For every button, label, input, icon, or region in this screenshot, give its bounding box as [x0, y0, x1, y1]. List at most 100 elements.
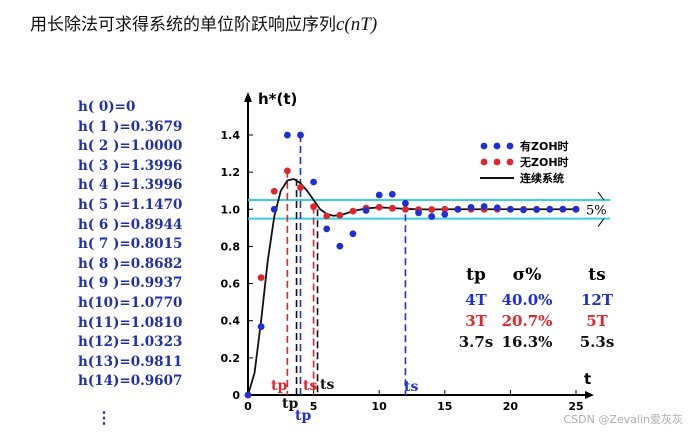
metrics-cell: 16.3%	[502, 333, 553, 351]
metrics-cell: 5.3s	[580, 333, 615, 351]
data-point	[283, 167, 291, 175]
page-title: 用长除法可求得系统的单位阶跃响应序列c(nT)	[30, 10, 377, 36]
x-axis-label: t	[584, 370, 591, 388]
sample-value-item: h( 7 )=0.8015	[78, 236, 183, 253]
sample-value-item: h(14)=0.9607	[78, 373, 183, 390]
data-point	[402, 199, 409, 207]
y-tick-label: 0.4	[221, 315, 241, 328]
y-tick-label: 1.4	[221, 129, 241, 142]
data-point	[323, 225, 331, 233]
sample-value-item: h(11)=1.0810	[78, 314, 183, 331]
data-point	[572, 205, 580, 213]
data-point	[375, 203, 383, 211]
data-point	[310, 203, 317, 211]
metrics-cell: 12T	[581, 291, 614, 309]
x-tick-label: 5	[310, 400, 318, 413]
y-axis-label: h*(t)	[258, 90, 297, 108]
x-tick-label: 25	[568, 400, 583, 413]
data-point	[493, 204, 501, 212]
metrics-cell: 5T	[586, 312, 608, 330]
sample-value-item: h(10)=1.0770	[78, 294, 183, 311]
x-tick-label: 10	[372, 400, 388, 413]
data-point	[388, 204, 396, 212]
data-point	[362, 207, 370, 214]
sample-values-list: h( 0)=0 h( 1 )=0.3679 h( 2 )=1.0000 h( 3 )=…	[78, 98, 182, 392]
legend-entry: 有ZOH时	[520, 139, 569, 153]
y-tick-label: 1.0	[221, 203, 241, 216]
marker-label-tp: tp	[282, 396, 298, 412]
sample-value-item: h( 3 )=1.3996	[78, 157, 183, 174]
data-point	[428, 206, 436, 213]
data-point	[257, 323, 265, 331]
metrics-cell: 3T	[465, 312, 487, 330]
data-point	[454, 205, 462, 213]
marker-label-tp: tp	[271, 378, 287, 394]
tolerance-band-label: 5%	[586, 203, 607, 218]
tolerance-band-bracket	[597, 191, 605, 227]
metrics-header-1: σ%	[513, 265, 542, 285]
data-point	[349, 230, 357, 238]
data-point	[507, 205, 514, 213]
x-tick-label: 15	[437, 400, 452, 413]
data-point	[559, 205, 567, 213]
legend-marker	[506, 158, 514, 166]
data-point	[336, 211, 344, 219]
legend-marker	[493, 158, 501, 166]
sample-value-item: h( 0)=0	[78, 99, 136, 115]
data-point	[283, 131, 291, 139]
metrics-cell: 20.7%	[502, 312, 553, 330]
metrics-cell: 3.7s	[459, 333, 494, 351]
data-point	[375, 191, 383, 199]
data-point	[336, 242, 344, 250]
data-point	[520, 206, 527, 214]
y-axis-arrow	[244, 92, 252, 102]
data-point	[533, 206, 541, 214]
marker-label-tp: tp	[295, 408, 311, 424]
metrics-header-0: tp	[466, 265, 486, 285]
data-point	[415, 209, 422, 217]
title-text: 用长除法可求得系统的单位阶跃响应序列	[30, 15, 336, 35]
legend-marker	[480, 158, 488, 166]
sample-value-item: h( 6 )=0.8944	[78, 216, 183, 233]
watermark: CSDN @Zevalin爱灰灰	[563, 413, 684, 426]
legend-entry: 无ZOH时	[519, 155, 569, 169]
sample-value-item: h( 4 )=1.3996	[78, 177, 183, 194]
legend-marker	[506, 142, 514, 150]
data-point	[257, 274, 265, 282]
data-point	[441, 210, 449, 218]
data-point	[428, 213, 436, 220]
data-point	[270, 205, 278, 213]
data-point	[270, 187, 278, 195]
continuous-response-line	[247, 178, 576, 396]
metrics-cell: 4T	[465, 291, 487, 309]
data-point	[349, 207, 357, 215]
sample-value-item: h(13)=0.9811	[78, 353, 183, 370]
data-point	[546, 205, 554, 213]
y-tick-label: 0.2	[221, 352, 241, 365]
y-tick-label: 0.6	[221, 278, 241, 291]
x-tick-label: 0	[244, 400, 252, 413]
data-point	[297, 184, 304, 191]
sample-value-item: h(12)=1.0323	[78, 334, 183, 351]
sample-value-item: h( 1 )=0.3679	[78, 118, 183, 135]
y-tick-label: 1.2	[221, 166, 241, 179]
marker-label-ts: ts	[320, 377, 334, 393]
legend-marker	[493, 142, 501, 150]
sample-value-item: h( 5 )=1.1470	[78, 196, 183, 213]
data-point	[441, 205, 449, 213]
y-tick-label: 0.8	[221, 240, 241, 253]
marker-label-ts: ts	[404, 379, 418, 395]
x-tick-label: 20	[503, 400, 519, 413]
marker-label-ts: ts	[303, 378, 317, 394]
continuation-dots: ⋮	[96, 408, 112, 427]
metrics-header-2: ts	[588, 265, 605, 285]
x-axis-arrow	[585, 391, 594, 399]
metrics-cell: 40.0%	[502, 291, 553, 309]
data-point	[323, 212, 331, 220]
data-point	[480, 203, 488, 210]
y-tick-label: 0	[232, 389, 240, 402]
data-point	[402, 205, 409, 213]
data-point	[388, 190, 396, 198]
data-point	[297, 131, 304, 139]
